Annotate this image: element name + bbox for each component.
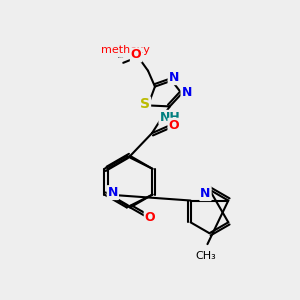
- Text: S: S: [140, 98, 150, 111]
- Text: N: N: [200, 187, 211, 200]
- Text: methoxy: methoxy: [101, 45, 150, 55]
- Text: N: N: [182, 86, 192, 99]
- Text: methoxy: methoxy: [118, 57, 124, 58]
- Text: N: N: [108, 186, 118, 199]
- Text: O: O: [145, 211, 155, 224]
- Text: O: O: [131, 48, 141, 62]
- Text: CH₃: CH₃: [195, 251, 216, 261]
- Text: N: N: [169, 71, 179, 84]
- Text: O: O: [169, 119, 179, 132]
- Text: NH: NH: [159, 111, 180, 124]
